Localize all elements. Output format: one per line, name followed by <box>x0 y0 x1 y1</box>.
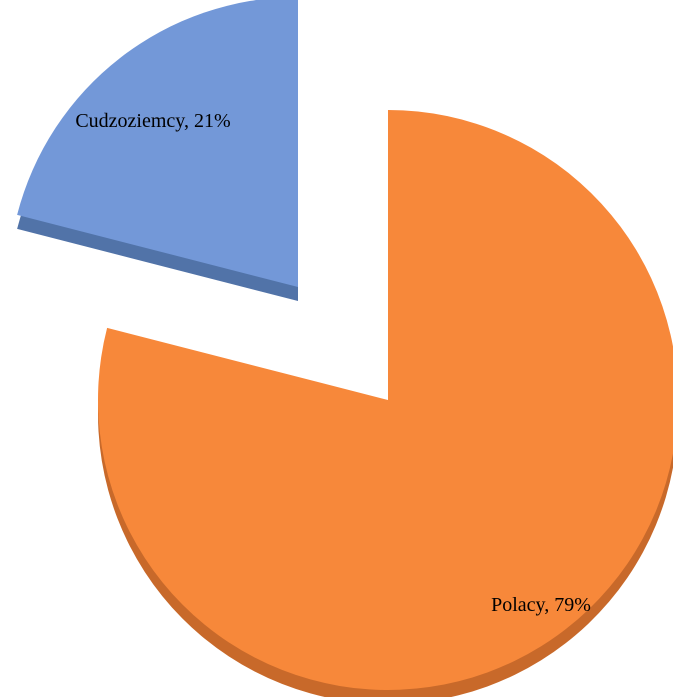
pie-slices <box>17 0 673 690</box>
pie-slice-cudzoziemcy <box>17 0 298 287</box>
pie-slice-polacy <box>98 110 673 690</box>
pie-label-cudzoziemcy: Cudzoziemcy, 21% <box>75 110 230 132</box>
pie-label-polacy: Polacy, 79% <box>491 594 591 616</box>
pie-labels: Cudzoziemcy, 21% Polacy, 79% <box>75 110 591 616</box>
